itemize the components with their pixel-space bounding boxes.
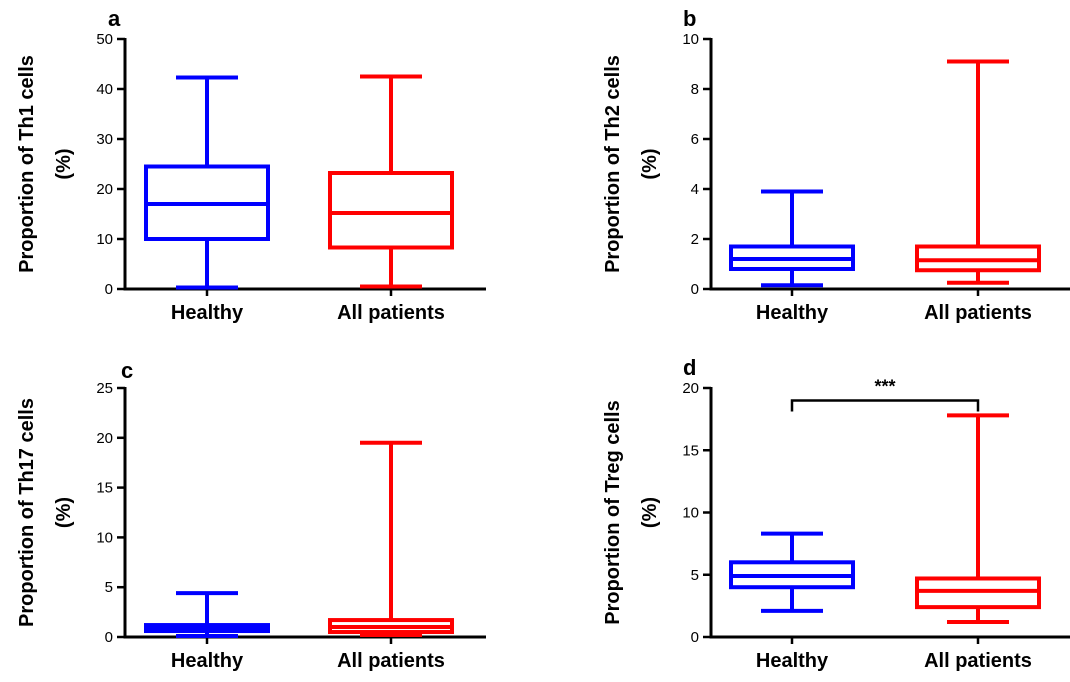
y-tick-label: 8	[691, 81, 699, 98]
y-tick-label: 20	[96, 430, 113, 447]
x-category-label: Healthy	[756, 650, 829, 672]
significance-bracket	[790, 399, 980, 412]
significance-label: ***	[874, 376, 895, 396]
box-all-patients	[915, 59, 1041, 285]
box-all-patients	[328, 74, 454, 289]
y-tick-label: 20	[682, 380, 699, 397]
y-tick-label: 15	[682, 442, 699, 459]
y-tick-label: 6	[691, 131, 699, 148]
y-axis-unit: (%)	[53, 497, 75, 528]
x-category-label: All patients	[924, 650, 1032, 672]
iqr-box	[328, 171, 454, 250]
box-healthy	[144, 591, 270, 639]
y-tick-label: 20	[96, 181, 113, 198]
x-category-label: All patients	[337, 650, 445, 672]
y-axis-title: Proportion of Treg cells	[602, 400, 624, 624]
box-healthy	[729, 189, 855, 288]
x-category-label: All patients	[924, 302, 1032, 324]
y-tick-label: 10	[682, 31, 699, 48]
y-tick-label: 10	[96, 231, 113, 248]
box-healthy	[144, 75, 270, 290]
y-tick-label: 15	[96, 480, 113, 497]
y-axis-title: Proportion of Th1 cells	[16, 55, 38, 273]
panel-letter: d	[683, 355, 696, 380]
y-tick-label: 10	[682, 505, 699, 522]
panel-c: c Proportion of Th17 cells (%) 0 5 10 15 20 25 He…	[16, 358, 486, 672]
x-category-label: Healthy	[171, 650, 244, 672]
panel-d: d Proportion of Treg cells (%) 0 5 10 15 20 Heal…	[602, 355, 1070, 672]
y-tick-label: 25	[96, 380, 113, 397]
y-axis-title: Proportion of Th17 cells	[16, 398, 38, 627]
panel-letter: b	[683, 6, 696, 31]
y-tick-label: 10	[96, 529, 113, 546]
box-all-patients	[328, 440, 454, 638]
y-tick-label: 0	[691, 629, 699, 646]
panel-b: b Proportion of Th2 cells (%) 0 2 4 6 8 10 Health…	[602, 6, 1070, 324]
panel-letter: a	[108, 6, 121, 31]
y-tick-label: 50	[96, 31, 113, 48]
y-axis-unit: (%)	[639, 497, 661, 528]
y-axis-unit: (%)	[53, 148, 75, 179]
y-tick-label: 5	[105, 579, 113, 596]
y-tick-label: 5	[691, 567, 699, 584]
panel-letter: c	[121, 358, 133, 383]
x-category-label: Healthy	[171, 302, 244, 324]
y-axis-title: Proportion of Th2 cells	[602, 55, 624, 273]
y-tick-label: 0	[105, 629, 113, 646]
y-axis-unit: (%)	[639, 148, 661, 179]
y-tick-label: 2	[691, 231, 699, 248]
y-tick-label: 4	[691, 181, 699, 198]
x-category-label: Healthy	[756, 302, 829, 324]
box-all-patients	[915, 413, 1041, 625]
y-tick-label: 0	[691, 281, 699, 298]
y-tick-label: 40	[96, 81, 113, 98]
y-tick-label: 30	[96, 131, 113, 148]
y-tick-label: 0	[105, 281, 113, 298]
panel-a: a Proportion of Th1 cells (%) 0 10 20 30 40 50 He…	[16, 6, 486, 324]
box-healthy	[729, 531, 855, 613]
x-category-label: All patients	[337, 302, 445, 324]
